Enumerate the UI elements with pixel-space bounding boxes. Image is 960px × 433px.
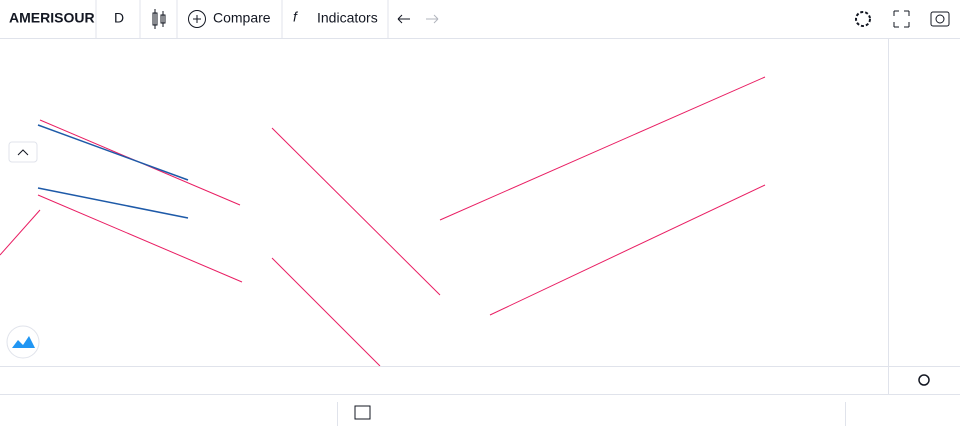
compare-button[interactable]: Compare <box>213 10 271 26</box>
logo-mark <box>12 336 35 348</box>
redo-button[interactable] <box>426 14 439 24</box>
fullscreen-button[interactable] <box>893 10 910 28</box>
indicators-button[interactable]: Indicators <box>317 10 378 26</box>
symbol-search[interactable]: AMERISOUR <box>9 10 95 26</box>
logo[interactable] <box>6 325 40 359</box>
indicators-icon[interactable]: f <box>293 9 299 25</box>
goto-date[interactable] <box>354 405 371 420</box>
trend-line <box>37 194 243 283</box>
chart-type-icon[interactable] <box>152 9 166 29</box>
toolbar <box>0 0 960 38</box>
snapshot-button[interactable] <box>930 11 950 27</box>
undo-button[interactable] <box>397 14 410 24</box>
collapse-legend[interactable] <box>8 141 38 163</box>
compare-icon[interactable] <box>188 10 206 28</box>
trend-line <box>439 76 766 221</box>
trend-line <box>489 184 766 316</box>
trend-line <box>37 124 189 181</box>
interval-button[interactable]: D <box>114 10 124 26</box>
settings-button[interactable] <box>855 11 871 27</box>
collapse-icon <box>17 149 29 156</box>
trend-line <box>271 127 441 296</box>
trend-line <box>37 187 189 219</box>
trend-line <box>0 209 41 256</box>
trend-line <box>271 257 381 367</box>
axis-settings[interactable] <box>918 374 930 386</box>
